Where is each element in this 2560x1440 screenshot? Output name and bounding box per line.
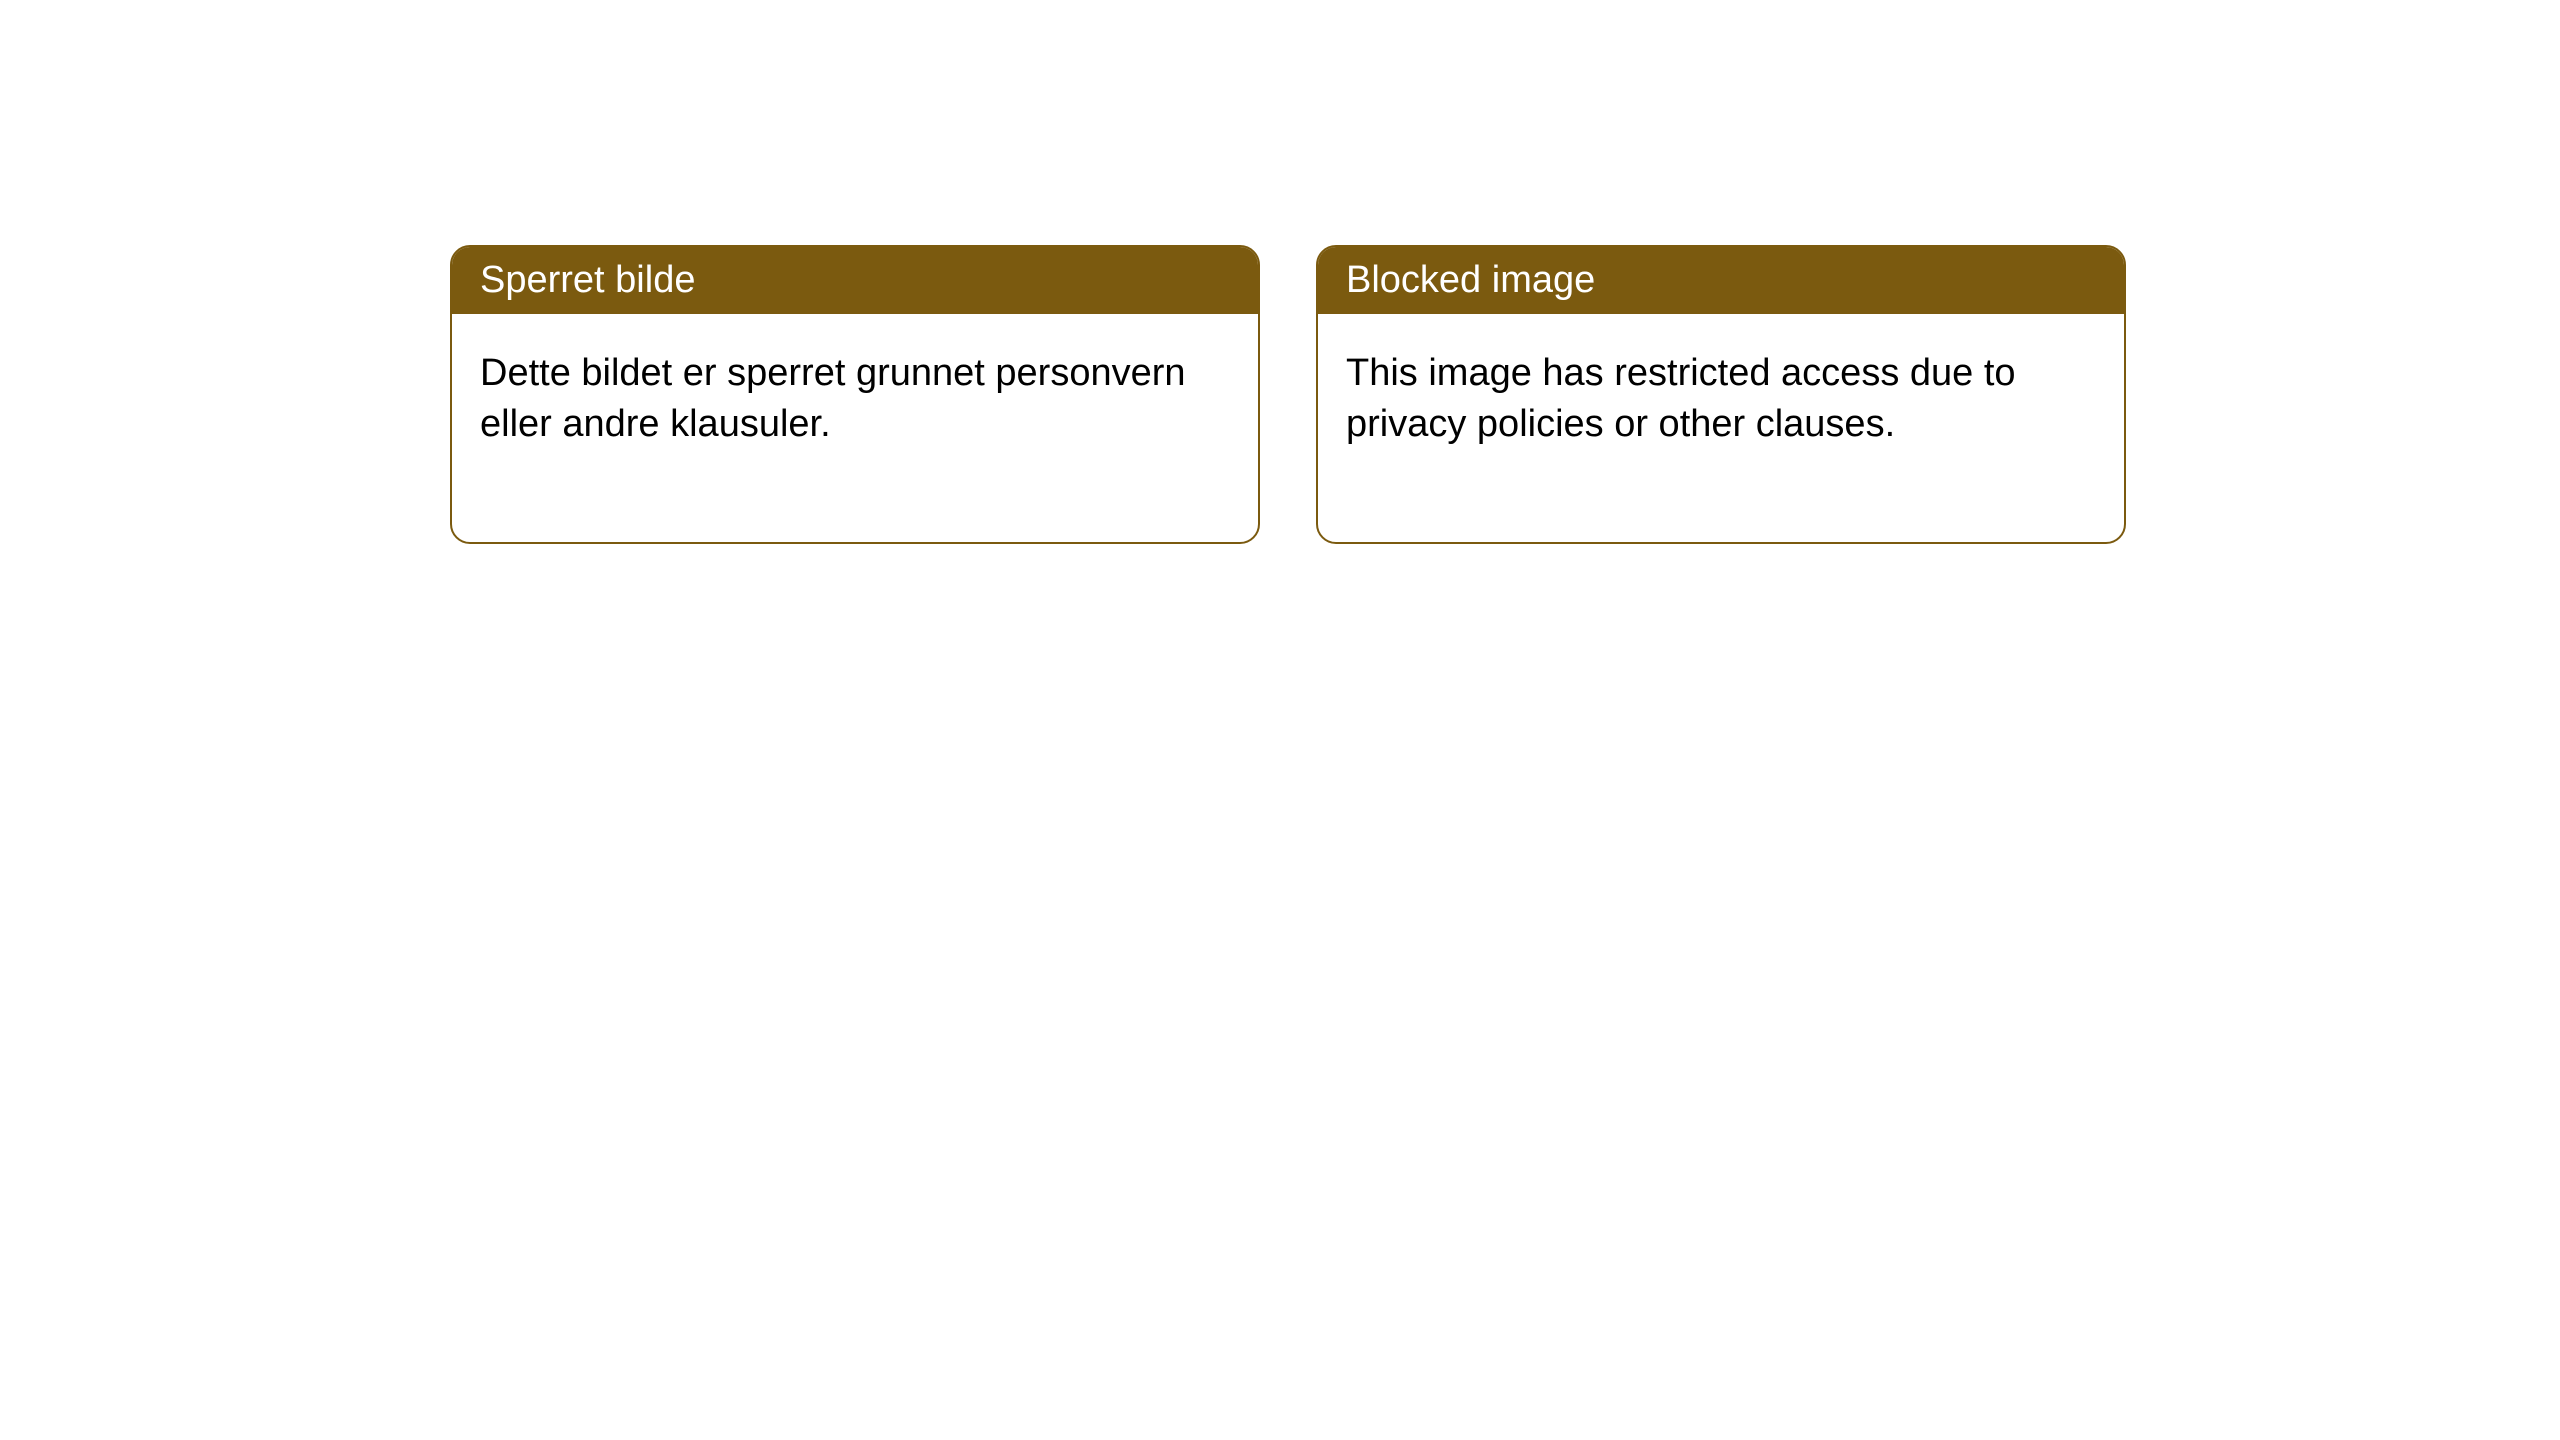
notice-card-norwegian: Sperret bilde Dette bildet er sperret gr… — [450, 245, 1260, 544]
notice-card-english: Blocked image This image has restricted … — [1316, 245, 2126, 544]
card-title-norwegian: Sperret bilde — [452, 247, 1258, 314]
card-body-english: This image has restricted access due to … — [1318, 314, 2124, 542]
card-body-norwegian: Dette bildet er sperret grunnet personve… — [452, 314, 1258, 542]
notice-cards-container: Sperret bilde Dette bildet er sperret gr… — [450, 245, 2126, 544]
card-title-english: Blocked image — [1318, 247, 2124, 314]
